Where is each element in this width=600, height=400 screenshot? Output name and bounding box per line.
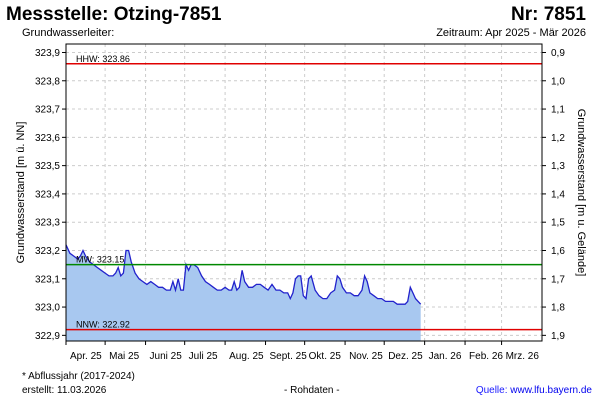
x-tick-label-1: Mai 25: [109, 351, 139, 362]
x-tick-label-10: Feb. 26: [469, 351, 503, 362]
created-date: erstellt: 11.03.2026: [22, 385, 107, 396]
y-axis-right-label: Grundwasserstand [m u. Gelände]: [575, 109, 587, 277]
groundwater-area: [66, 244, 421, 341]
mw-label: MW: 323.15: [76, 255, 124, 265]
y-tick-label-right-5: 1,4: [551, 189, 565, 200]
source-link[interactable]: www.lfu.bayern.de: [510, 385, 592, 396]
y-tick-label-right-6: 1,5: [551, 218, 565, 229]
x-tick-label-0: Apr. 25: [70, 351, 102, 362]
x-tick-label-3: Juli 25: [189, 351, 218, 362]
y-tick-label-right-4: 1,3: [551, 161, 565, 172]
hhw-label: HHW: 323.86: [76, 54, 130, 64]
y-tick-label-left-9: 323,8: [35, 76, 60, 87]
y-tick-label-left-4: 323,3: [35, 218, 60, 229]
x-tick-label-11: Mrz. 26: [506, 351, 540, 362]
plot-border: [65, 43, 543, 342]
y-tick-label-right-2: 1,1: [551, 105, 565, 116]
y-tick-label-right-9: 1,8: [551, 303, 565, 314]
x-tick-label-7: Nov. 25: [349, 351, 383, 362]
y-tick-label-left-10: 323,9: [35, 48, 60, 59]
x-tick-label-6: Okt. 25: [309, 351, 342, 362]
y-tick-label-right-0: 0,9: [551, 48, 565, 59]
y-axis-right: 0,9 1,0 1,1 1,2 1,3 1,4 1,5 1,6 1,7 1,8 1,9: [542, 48, 565, 342]
nnw-label: NNW: 322.92: [76, 320, 130, 330]
x-tick-label-5: Sept. 25: [270, 351, 308, 362]
groundwater-line: [65, 244, 422, 305]
y-tick-label-left-1: 323,0: [35, 303, 60, 314]
y-tick-label-right-1: 1,0: [551, 76, 565, 87]
y-tick-label-right-3: 1,2: [551, 133, 565, 144]
source: Quelle: www.lfu.bayern.de: [476, 385, 592, 396]
x-tick-label-2: Juni 25: [150, 351, 183, 362]
y-tick-label-left-2: 323,1: [35, 274, 60, 285]
x-tick-label-8: Dez. 25: [388, 351, 423, 362]
y-tick-label-left-7: 323,6: [35, 133, 60, 144]
raw-data-note: - Rohdaten -: [284, 385, 340, 396]
y-tick-label-right-8: 1,7: [551, 274, 565, 285]
period-label: Zeitraum: Apr 2025 - Mär 2026: [436, 27, 586, 39]
station-number: Nr: 7851: [511, 4, 586, 25]
aquifer-label: Grundwasserleiter:: [22, 27, 115, 39]
footnote: * Abflussjahr (2017-2024): [22, 371, 135, 382]
source-label: Quelle:: [475, 385, 511, 396]
y-tick-label-left-3: 323,2: [35, 246, 60, 257]
y-axis-left: 322,9 323,0 323,1 323,2 323,3 323,4 323,5 323,6…: [35, 48, 66, 342]
station-title: Messstelle: Otzing-7851: [6, 4, 222, 25]
y-tick-label-left-6: 323,5: [35, 161, 60, 172]
y-tick-label-left-8: 323,7: [35, 105, 60, 116]
y-tick-label-left-5: 323,4: [35, 189, 60, 200]
reference-lines: HHW: 323.86 MW: 323.15 NNW: 322.92: [66, 54, 542, 331]
y-axis-left-label: Grundwasserstand [m ü. NN]: [15, 122, 27, 264]
y-tick-label-right-10: 1,9: [551, 331, 565, 342]
x-tick-label-4: Aug. 25: [229, 351, 264, 362]
x-axis: Apr. 25 Mai 25 Juni 25 Juli 25 Aug. 25 Sept. …: [65, 341, 540, 362]
y-tick-label-left-0: 322,9: [35, 331, 60, 342]
y-tick-label-right-7: 1,6: [551, 246, 565, 257]
x-tick-label-9: Jan. 26: [429, 351, 462, 362]
